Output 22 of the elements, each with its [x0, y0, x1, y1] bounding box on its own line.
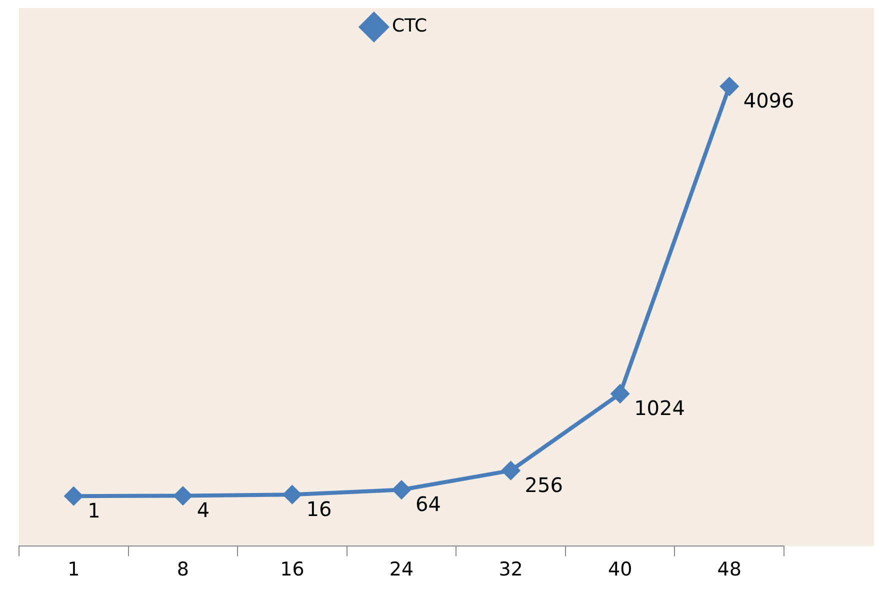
x-tick-label: 48 — [717, 558, 742, 581]
data-label: 1 — [88, 498, 100, 522]
point — [283, 486, 302, 504]
point — [720, 77, 738, 96]
data-label: 64 — [416, 492, 441, 516]
point — [502, 462, 520, 480]
legend-label: CTC — [392, 16, 428, 37]
data-label: 256 — [524, 472, 563, 497]
x-tick-label: 8 — [176, 558, 189, 581]
x-tick-label: 40 — [608, 558, 632, 581]
point — [611, 384, 630, 403]
data-label: 4096 — [743, 88, 794, 113]
point — [174, 486, 192, 505]
x-tick-label: 32 — [498, 558, 523, 581]
x-tick-label: 16 — [280, 558, 304, 581]
point — [64, 487, 83, 506]
x-tick-label: 24 — [389, 558, 414, 581]
data-label: 4 — [196, 498, 210, 522]
point — [392, 480, 410, 499]
data-label: 1024 — [634, 396, 685, 420]
data-label: 16 — [306, 496, 332, 521]
x-tick-label: 1 — [68, 558, 80, 581]
